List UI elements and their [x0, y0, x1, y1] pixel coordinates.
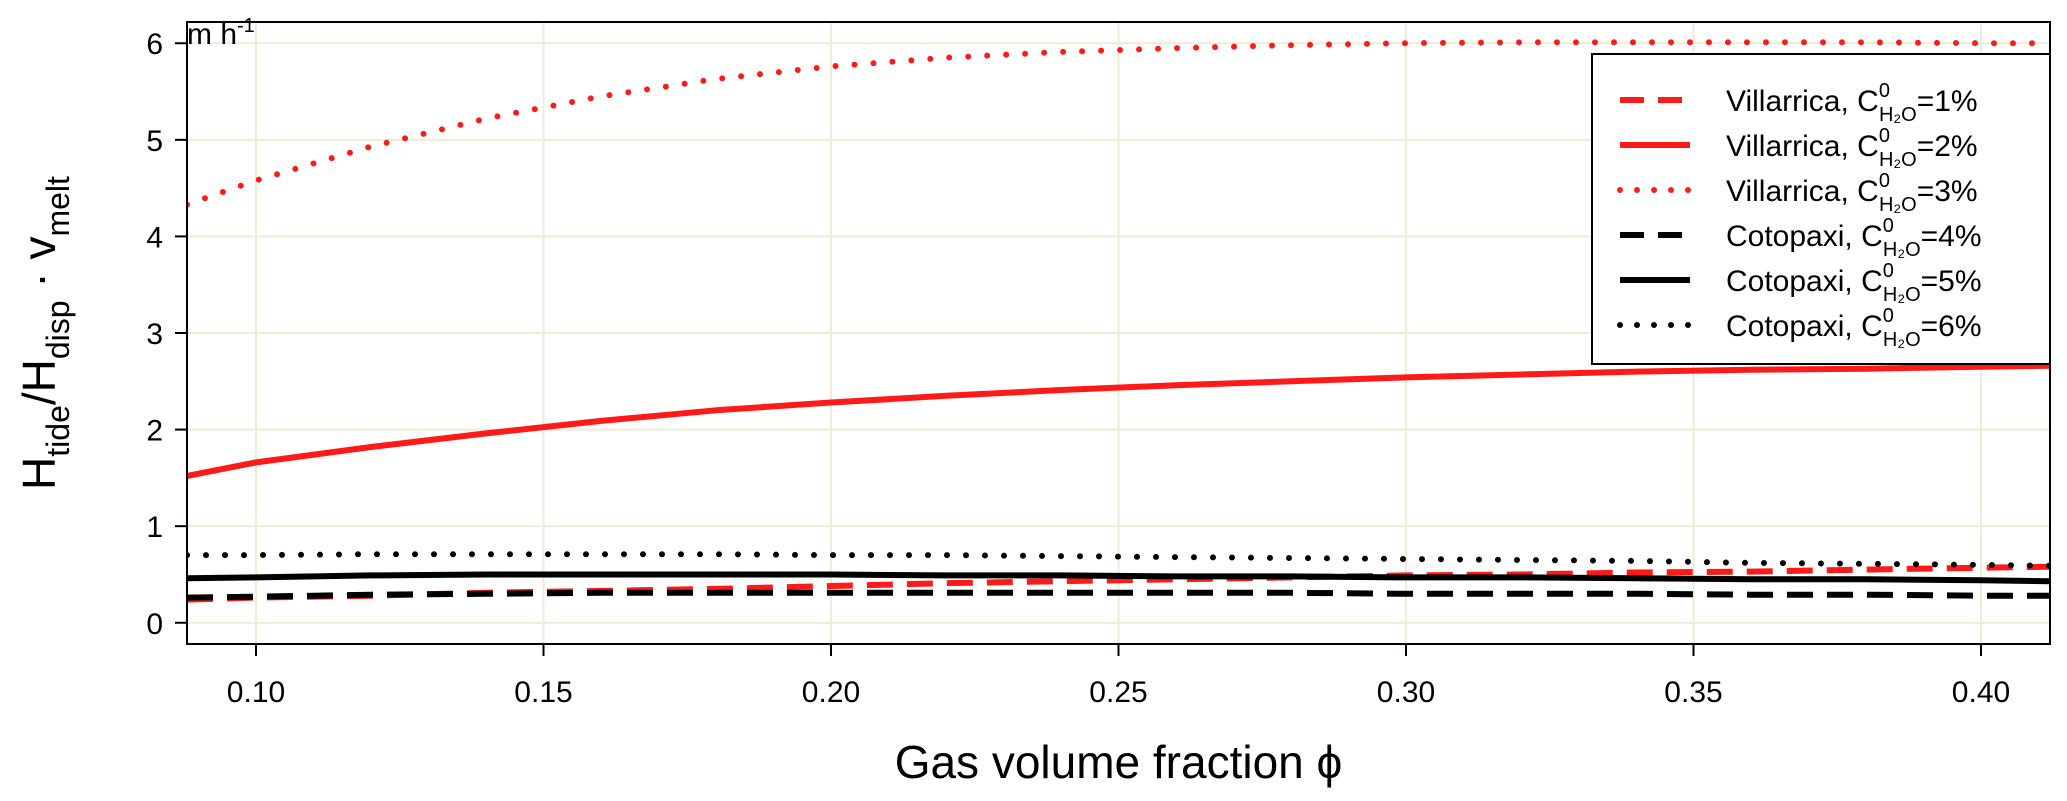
series-lines [187, 39, 2050, 603]
legend-label: Villarrica, C0 H₂O=2% [1726, 125, 1978, 171]
y-tick-label: 2 [146, 415, 163, 448]
y-axis-title: Htide/Hdisp · vmelt [13, 176, 76, 490]
series-line-5 [187, 571, 2050, 585]
series-line-2 [187, 362, 2050, 479]
y-tick-label: 3 [146, 318, 163, 351]
x-tick-label: 0.40 [1952, 676, 2010, 709]
legend-entry-1: Villarrica, C0 H₂O=1% [1620, 80, 1978, 126]
legend-entry-3: Villarrica, C0 H₂O=3% [1617, 170, 1978, 216]
y-tick-label: 1 [146, 511, 163, 544]
axes: 0.10 0.15 0.20 0.25 0.30 0.35 0.40 0 1 2 3 4 5 6 [146, 28, 2010, 709]
x-tick-label: 0.30 [1377, 676, 1435, 709]
x-tick-label: 0.35 [1664, 676, 1722, 709]
y-tick-label: 6 [146, 28, 163, 61]
x-tick-label: 0.15 [514, 676, 572, 709]
series-line-1 [187, 563, 2050, 603]
legend-box [1591, 53, 2051, 365]
legend: Villarrica, C0 H₂O=1%Villarrica, C0 H₂O=2%… [1591, 53, 2051, 365]
series-line-6 [187, 551, 2050, 569]
legend-label: Villarrica, C0 H₂O=1% [1726, 80, 1978, 126]
legend-entry-6: Cotopaxi, C0 H₂O=6% [1617, 305, 1982, 351]
legend-label: Cotopaxi, C0 H₂O=4% [1726, 215, 1982, 261]
unit-label: m h-1 [187, 15, 255, 51]
series-line-3 [187, 39, 2050, 208]
legend-entry-2: Villarrica, C0 H₂O=2% [1620, 125, 1978, 171]
legend-label: Cotopaxi, C0 H₂O=6% [1726, 305, 1982, 351]
x-axis-title: Gas volume fraction ϕ [895, 736, 1343, 788]
y-tick-label: 4 [146, 221, 163, 254]
x-tick-label: 0.25 [1089, 676, 1147, 709]
legend-entry-4: Cotopaxi, C0 H₂O=4% [1620, 215, 1982, 261]
y-tick-label: 0 [146, 608, 163, 641]
y-tick-label: 5 [146, 125, 163, 158]
x-tick-label: 0.10 [227, 676, 285, 709]
legend-label: Cotopaxi, C0 H₂O=5% [1726, 260, 1982, 306]
x-tick-label: 0.20 [802, 676, 860, 709]
legend-entry-5: Cotopaxi, C0 H₂O=5% [1620, 260, 1982, 306]
series-line-4 [187, 589, 2050, 601]
legend-label: Villarrica, C0 H₂O=3% [1726, 170, 1978, 216]
